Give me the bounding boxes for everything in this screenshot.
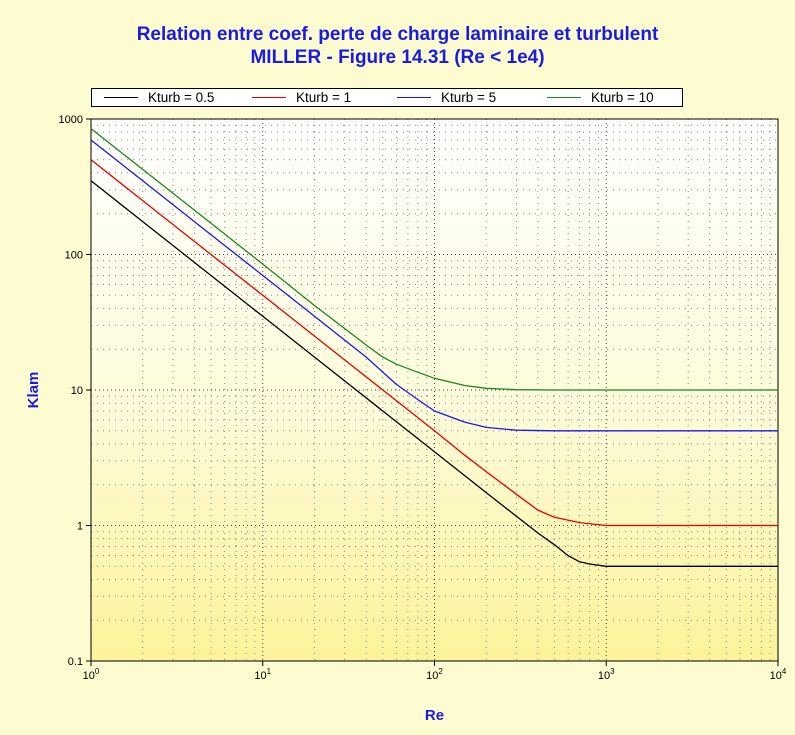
y-axis-title: Klam — [25, 372, 42, 409]
y-tick-label: 100 — [65, 250, 83, 262]
legend-label: Kturb = 0.5 — [148, 90, 215, 105]
x-tick-label: 101 — [254, 667, 271, 682]
x-tick-label: 100 — [83, 667, 100, 682]
y-tick-label: 0.1 — [68, 656, 83, 668]
y-tick-label: 1000 — [59, 114, 83, 126]
y-tick-label: 1 — [77, 521, 83, 533]
series-line-1 — [90, 180, 778, 567]
legend-swatch — [252, 97, 286, 98]
x-tick-label: 104 — [770, 667, 787, 682]
series-line-3 — [90, 139, 778, 432]
legend-label: Kturb = 10 — [591, 90, 654, 105]
chart-title: Relation entre coef. perte de charge lam… — [136, 24, 659, 45]
x-tick-label: 102 — [426, 667, 443, 682]
legend-label: Kturb = 1 — [296, 90, 352, 105]
y-tick-label: 10 — [71, 385, 83, 397]
chart-legend: Kturb = 0.5 Kturb = 1 Kturb = 5 Kturb = … — [91, 88, 683, 107]
legend-swatch — [397, 97, 431, 98]
series-line-4 — [90, 128, 778, 391]
chart-subtitle: MILLER - Figure 14.31 (Re < 1e4) — [250, 47, 545, 68]
legend-swatch — [104, 97, 138, 98]
legend-label: Kturb = 5 — [441, 90, 497, 105]
legend-swatch — [547, 97, 581, 98]
series-line-2 — [90, 159, 778, 527]
x-tick-label: 103 — [598, 667, 615, 682]
x-axis-title: Re — [425, 707, 444, 724]
